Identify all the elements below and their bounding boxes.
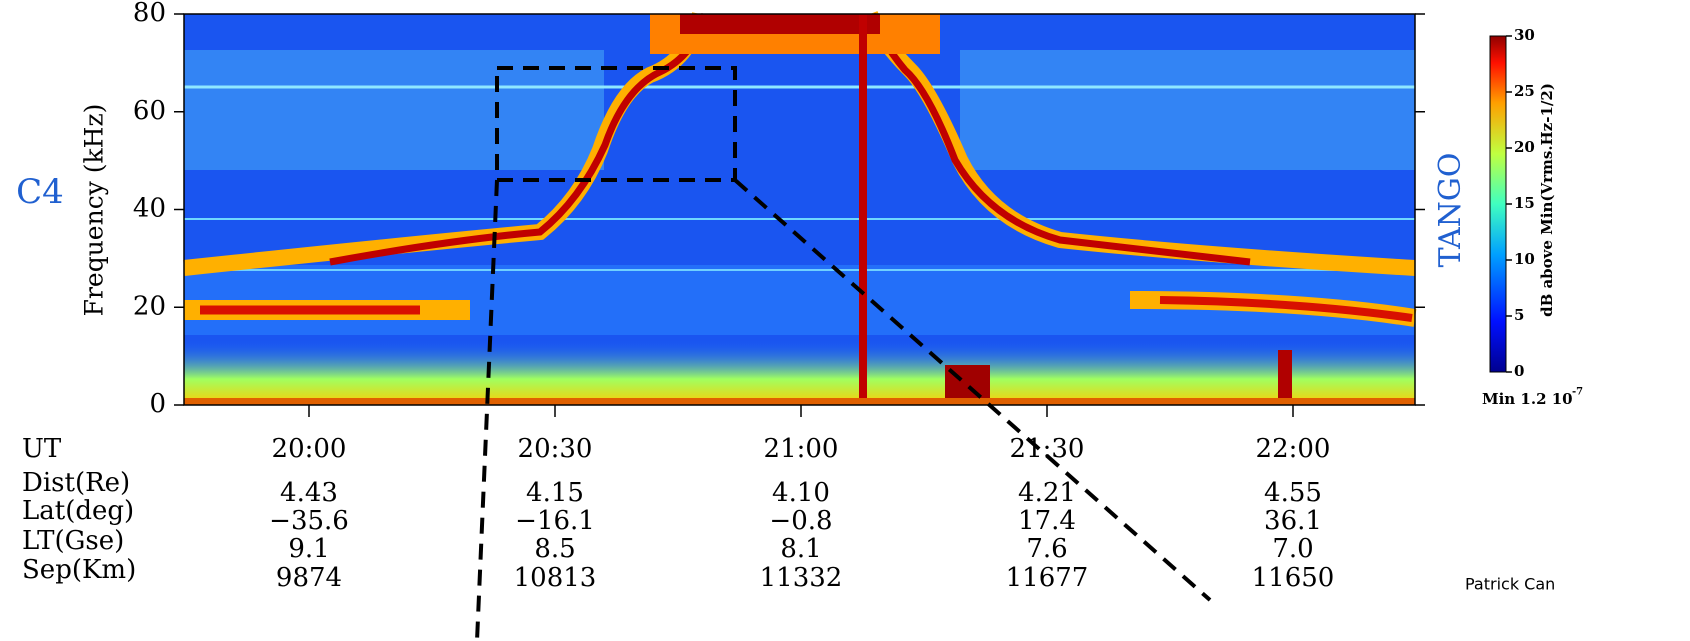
y-tick-label: 0 [149,389,166,419]
x-tick-label: 22:00 [1256,434,1331,464]
ephemeris-label: UT [22,434,62,464]
ephemeris-value: −35.6 [269,506,349,536]
ephemeris-value: 10813 [514,563,597,593]
x-tick-label: 20:00 [272,434,347,464]
colorbar-tick-label: 0 [1514,362,1524,380]
y-tick-label: 60 [133,96,166,126]
y-tick-label: 80 [133,0,166,28]
ephemeris-value: 36.1 [1264,506,1322,536]
ephemeris-value: 11677 [1006,563,1089,593]
ephemeris-value: 4.15 [526,478,584,508]
min-exponent: -7 [1572,387,1583,398]
ephemeris-value: 11332 [760,563,843,593]
y-tick-label: 40 [133,194,166,224]
ephemeris-value: 7.6 [1026,534,1067,564]
ephemeris-value: 4.43 [280,478,338,508]
ephemeris-value: 8.1 [780,534,821,564]
ephemeris-label: LT(Gse) [22,526,124,556]
x-tick-label: 21:00 [764,434,839,464]
credit: Patrick Can [1465,575,1555,594]
right-label: TANGO [1433,153,1468,268]
ephemeris-label: Dist(Re) [22,468,130,498]
ephemeris-value: 4.55 [1264,478,1322,508]
ephemeris-label: Lat(deg) [22,496,134,526]
ephemeris-value: 7.0 [1272,534,1313,564]
ephemeris-value: 9874 [276,563,342,593]
colorbar-tick-label: 30 [1514,26,1535,44]
spectrogram [183,10,1417,405]
y-axis-label: Frequency (kHz) [80,104,109,317]
left-label: C4 [16,172,64,212]
y-tick-label: 20 [133,291,166,321]
zoom-line [733,178,1212,602]
colorbar-label: dB above Min(Vrms.Hz-1/2) [1538,83,1556,317]
colorbar-tick-label: 5 [1514,306,1524,324]
ephemeris-value: 9.1 [288,534,329,564]
zoom-box [495,66,737,182]
ephemeris-value: −16.1 [515,506,595,536]
colorbar-tick-label: 15 [1514,194,1535,212]
colorbar-tick-label: 20 [1514,138,1535,156]
min-label: Min 1.2 10 [1482,390,1573,408]
ephemeris-value: 4.21 [1018,478,1076,508]
colorbar-tick-label: 10 [1514,250,1535,268]
x-tick-label: 21:30 [1010,434,1085,464]
colorbar-tick-label: 25 [1514,82,1535,100]
ephemeris-label: Sep(Km) [22,555,136,585]
ephemeris-value: 4.10 [772,478,830,508]
x-tick-label: 20:30 [518,434,593,464]
colorbar [1489,35,1507,373]
ephemeris-value: −0.8 [769,506,832,536]
ephemeris-value: 11650 [1252,563,1335,593]
ephemeris-value: 8.5 [534,534,575,564]
ephemeris-value: 17.4 [1018,506,1076,536]
